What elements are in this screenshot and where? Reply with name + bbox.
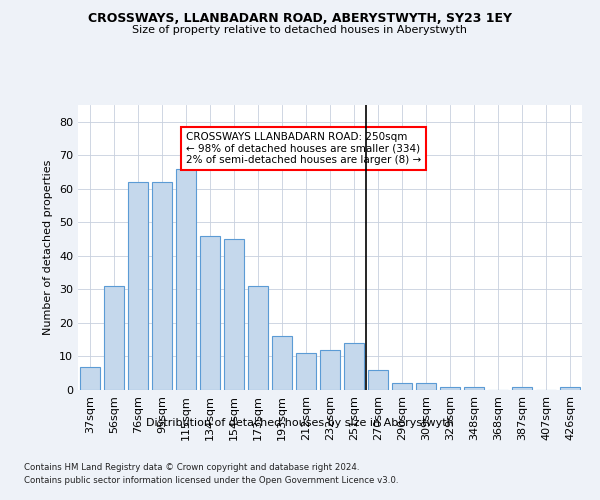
Bar [512, 386, 532, 390]
Text: CROSSWAYS LLANBADARN ROAD: 250sqm
← 98% of detached houses are smaller (334)
2% : CROSSWAYS LLANBADARN ROAD: 250sqm ← 98% … [186, 132, 421, 165]
Bar [248, 286, 268, 390]
Bar [392, 384, 412, 390]
Bar [416, 384, 436, 390]
Bar [272, 336, 292, 390]
Bar [152, 182, 172, 390]
Bar [80, 366, 100, 390]
Bar [464, 386, 484, 390]
Bar [176, 168, 196, 390]
Bar [440, 386, 460, 390]
Text: Size of property relative to detached houses in Aberystwyth: Size of property relative to detached ho… [133, 25, 467, 35]
Y-axis label: Number of detached properties: Number of detached properties [43, 160, 53, 335]
Text: Contains public sector information licensed under the Open Government Licence v3: Contains public sector information licen… [24, 476, 398, 485]
Text: Distribution of detached houses by size in Aberystwyth: Distribution of detached houses by size … [146, 418, 454, 428]
Bar [224, 239, 244, 390]
Bar [128, 182, 148, 390]
Bar [296, 353, 316, 390]
Bar [560, 386, 580, 390]
Bar [104, 286, 124, 390]
Text: CROSSWAYS, LLANBADARN ROAD, ABERYSTWYTH, SY23 1EY: CROSSWAYS, LLANBADARN ROAD, ABERYSTWYTH,… [88, 12, 512, 26]
Bar [200, 236, 220, 390]
Bar [320, 350, 340, 390]
Bar [344, 343, 364, 390]
Bar [368, 370, 388, 390]
Text: Contains HM Land Registry data © Crown copyright and database right 2024.: Contains HM Land Registry data © Crown c… [24, 462, 359, 471]
